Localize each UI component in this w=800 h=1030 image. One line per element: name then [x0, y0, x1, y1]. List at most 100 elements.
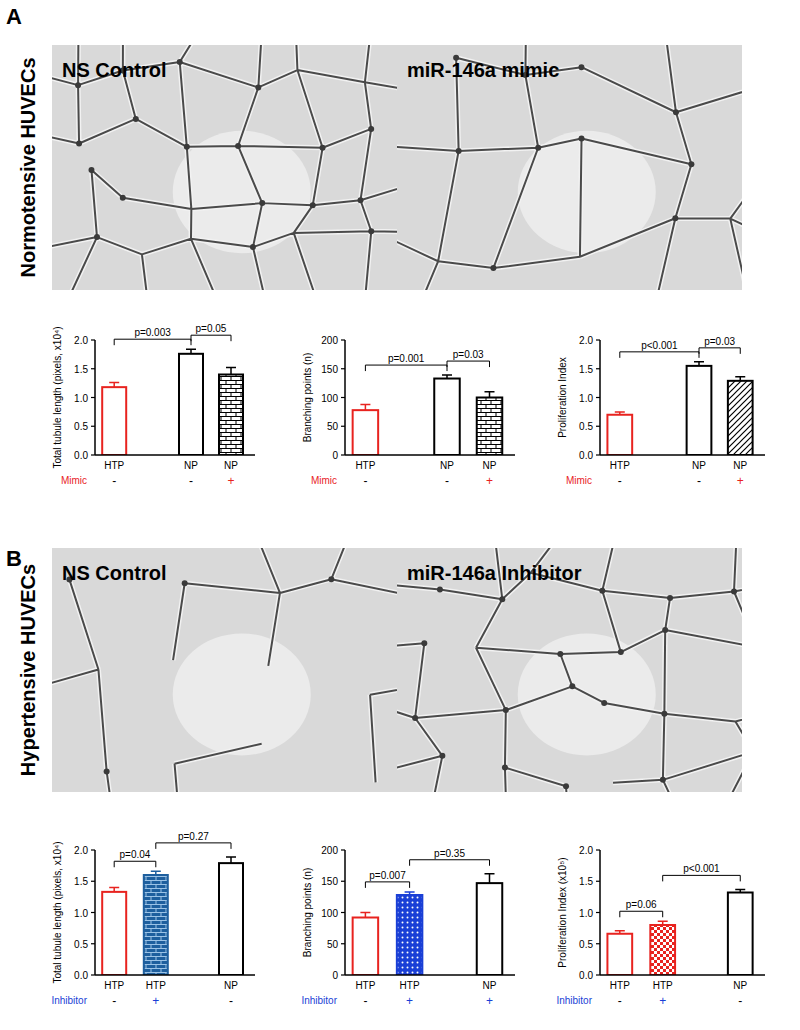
- significance-bracket: [156, 843, 231, 849]
- text: -: [697, 474, 701, 488]
- y-tick: [341, 368, 345, 369]
- cell-node: [672, 215, 678, 221]
- text: Hypertensive HUVECs: [17, 564, 39, 776]
- text: NP: [483, 460, 497, 471]
- text: 200: [321, 845, 338, 856]
- error-bar: [109, 383, 119, 388]
- cell-node: [662, 627, 668, 633]
- cell-node: [499, 596, 505, 602]
- text: 0.0: [579, 970, 593, 981]
- y-tick: [596, 974, 600, 975]
- cell-node: [259, 200, 265, 206]
- bar: [102, 892, 126, 975]
- text: +: [486, 474, 493, 488]
- y-tick: [341, 974, 345, 975]
- bar: [728, 893, 753, 976]
- text: 0: [332, 450, 338, 461]
- text: -: [445, 474, 449, 488]
- text: p=0.27: [178, 831, 209, 842]
- significance-bracket: [114, 339, 191, 345]
- cell-node: [412, 715, 418, 721]
- significance-bracket: [365, 365, 447, 371]
- text: 0: [332, 970, 338, 981]
- text: p<0.001: [641, 340, 678, 351]
- cell-node: [557, 651, 563, 657]
- cell-node: [250, 244, 256, 250]
- text: 0.0: [74, 970, 88, 981]
- chart: 0.00.51.01.52.0Proliferation IndexHTPNPN…: [557, 335, 765, 488]
- text: NP: [440, 460, 454, 471]
- bars: [353, 874, 503, 975]
- text: HTP: [355, 460, 375, 471]
- text: -: [618, 994, 622, 1008]
- chart: 050100150200Branching points (n)HTPNPNPM…: [302, 335, 515, 488]
- bar: [434, 379, 460, 455]
- text: 1.5: [74, 364, 88, 375]
- chart: 0.00.51.01.52.0Total tubule length (pixe…: [51, 831, 255, 1008]
- cell-node: [75, 82, 81, 88]
- cell-node: [490, 265, 496, 271]
- text: -: [229, 994, 233, 1008]
- text: +: [659, 994, 666, 1008]
- x-axis: [345, 974, 515, 976]
- x-axis: [95, 454, 255, 456]
- bars: [102, 857, 243, 975]
- tubule-halo: [52, 45, 397, 290]
- y-tick: [341, 339, 345, 340]
- x-axis: [600, 454, 765, 456]
- text: miR-146a Inhibitor: [407, 562, 582, 584]
- error-bar: [405, 892, 415, 895]
- text: Mimic: [311, 475, 337, 486]
- cell-node: [661, 711, 667, 717]
- cell-node: [320, 145, 326, 151]
- cell-node: [456, 148, 462, 154]
- x-axis: [345, 454, 515, 456]
- cell-node: [660, 777, 666, 783]
- cell-node: [578, 64, 584, 70]
- text: 1.0: [74, 908, 88, 919]
- error-bar: [735, 377, 745, 381]
- error-bar: [109, 888, 119, 892]
- text: Normotensive HUVECs: [17, 57, 39, 277]
- text: p=0.35: [434, 848, 465, 859]
- y-tick: [341, 454, 345, 455]
- error-bar: [226, 857, 236, 863]
- bars: [607, 889, 752, 975]
- cell-node: [94, 234, 100, 240]
- text: NP: [733, 980, 747, 991]
- bar: [607, 934, 632, 975]
- text: 0.5: [579, 421, 593, 432]
- y-tick: [91, 974, 95, 975]
- y-tick: [91, 368, 95, 369]
- text: Mimic: [566, 475, 592, 486]
- text: HTP: [400, 980, 420, 991]
- y-tick: [91, 912, 95, 913]
- bar: [477, 883, 503, 975]
- text: 2.0: [579, 335, 593, 346]
- text: p=0.05: [196, 323, 227, 334]
- significance-bracket: [114, 861, 156, 867]
- cell-node: [618, 649, 624, 655]
- text: Proliferation Index: [557, 357, 568, 438]
- significance-bracket: [663, 875, 741, 881]
- y-tick: [341, 426, 345, 427]
- text: Inhibitor: [51, 995, 87, 1006]
- text: Branching points (n): [302, 868, 313, 958]
- cell-node: [177, 59, 183, 65]
- text: 0.5: [74, 939, 88, 950]
- error-bar: [615, 931, 625, 934]
- error-bar: [615, 412, 625, 415]
- bar: [179, 354, 203, 455]
- y-tick: [596, 397, 600, 398]
- y-tick: [596, 881, 600, 882]
- error-bar: [360, 404, 370, 410]
- bar: [102, 387, 126, 455]
- text: p=0.001: [388, 353, 425, 364]
- text: p=0.04: [120, 849, 151, 860]
- tubule: [397, 548, 742, 792]
- cell-node: [76, 140, 82, 146]
- text: NP: [224, 460, 238, 471]
- bar: [687, 366, 712, 455]
- cell-node: [328, 576, 334, 582]
- error-bar: [735, 889, 745, 892]
